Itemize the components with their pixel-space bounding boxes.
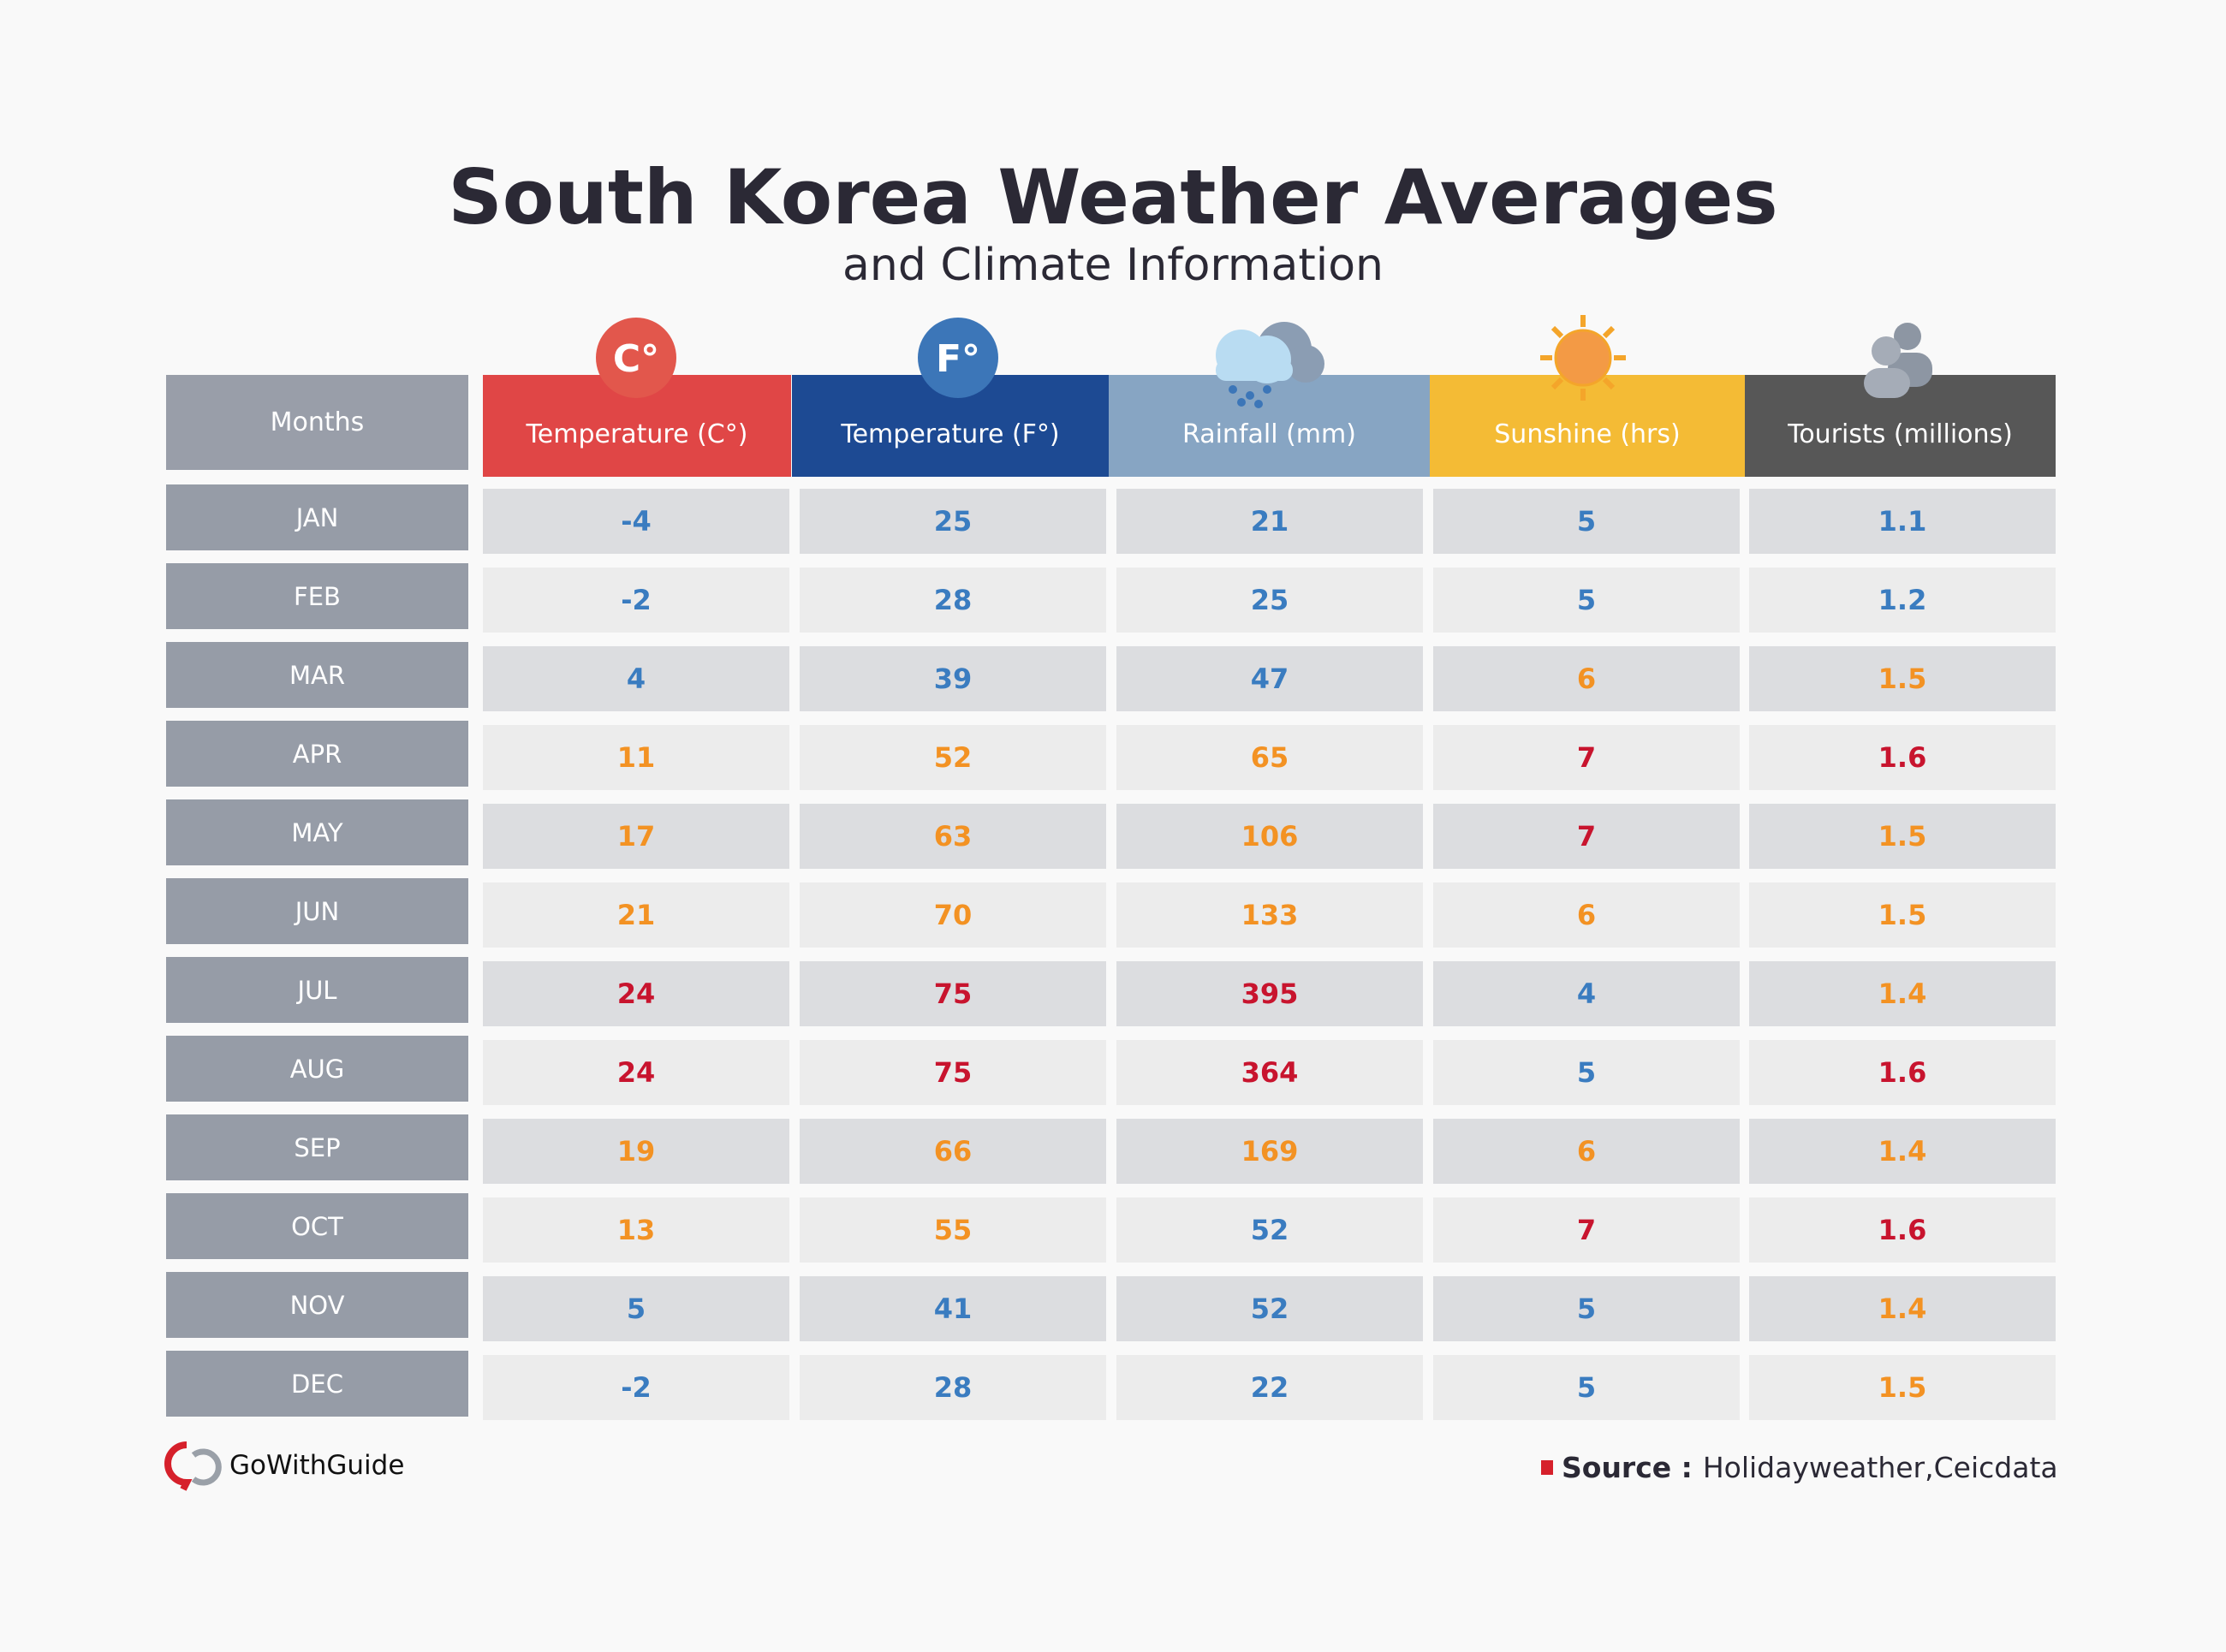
value-cell: 5	[1433, 568, 1740, 633]
value-cell: 1.4	[1749, 1276, 2056, 1341]
value-cell: 5	[1433, 489, 1740, 554]
month-cell: APR	[166, 721, 468, 787]
value-cell: 7	[1433, 1197, 1740, 1263]
value-cell: 1.4	[1749, 1119, 2056, 1184]
value-cell: 28	[800, 1355, 1106, 1420]
source: Holidayweather,Ceicdata	[1702, 1450, 2058, 1484]
month-cell: JUL	[166, 957, 468, 1023]
value-cell: 19	[483, 1119, 789, 1184]
source-label: Source :	[1562, 1450, 1693, 1484]
value-cell: 55	[800, 1197, 1106, 1263]
value-cell: -4	[483, 489, 789, 554]
value-cell: 1.5	[1749, 804, 2056, 869]
value-cell: 1.5	[1749, 882, 2056, 948]
month-cell: MAY	[166, 799, 468, 865]
value-cell: 24	[483, 961, 789, 1026]
value-cell: 39	[800, 646, 1106, 711]
value-cell: 24	[483, 1040, 789, 1105]
source-marker	[1541, 1460, 1553, 1475]
month-cell: SEP	[166, 1114, 468, 1180]
value-cell: 106	[1116, 804, 1423, 869]
value-cell: 75	[800, 1040, 1106, 1105]
value-cell: 65	[1116, 725, 1423, 790]
column-header: Rainfall (mm)	[1109, 375, 1430, 477]
title: South Korea Weather Averages	[448, 152, 1778, 241]
value-cell: 364	[1116, 1040, 1423, 1105]
value-cell: 1.6	[1749, 1040, 2056, 1105]
value-cell: 1.6	[1749, 1197, 2056, 1263]
value-cell: 13	[483, 1197, 789, 1263]
month-cell: FEB	[166, 563, 468, 629]
value-cell: 5	[483, 1276, 789, 1341]
value-cell: 7	[1433, 804, 1740, 869]
value-cell: 6	[1433, 646, 1740, 711]
value-cell: 395	[1116, 961, 1423, 1026]
column-header: Temperature (F°)	[792, 375, 1109, 477]
column-header: Temperature (C°)	[483, 375, 791, 477]
value-cell: 7	[1433, 725, 1740, 790]
subtitle: and Climate Information	[842, 240, 1384, 291]
value-cell: 47	[1116, 646, 1423, 711]
value-cell: 6	[1433, 882, 1740, 948]
month-cell: AUG	[166, 1036, 468, 1102]
value-cell: 41	[800, 1276, 1106, 1341]
value-cell: 52	[1116, 1276, 1423, 1341]
value-cell: 21	[1116, 489, 1423, 554]
value-cell: 66	[800, 1119, 1106, 1184]
brand: GoWithGuide	[229, 1450, 405, 1481]
value-cell: 1.4	[1749, 961, 2056, 1026]
value-cell: 17	[483, 804, 789, 869]
month-cell: MAR	[166, 642, 468, 708]
value-cell: 5	[1433, 1355, 1740, 1420]
value-cell: 52	[800, 725, 1106, 790]
value-cell: 169	[1116, 1119, 1423, 1184]
value-cell: 133	[1116, 882, 1423, 948]
value-cell: 52	[1116, 1197, 1423, 1263]
column-header: Tourists (millions)	[1745, 375, 2056, 477]
source-line: Source : Holidayweather,Ceicdata	[1562, 1448, 2058, 1486]
month-cell: DEC	[166, 1351, 468, 1417]
value-cell: 1.5	[1749, 646, 2056, 711]
value-cell: 28	[800, 568, 1106, 633]
month-cell: OCT	[166, 1193, 468, 1259]
value-cell: 6	[1433, 1119, 1740, 1184]
value-cell: 22	[1116, 1355, 1423, 1420]
value-cell: 75	[800, 961, 1106, 1026]
value-cell: 1.2	[1749, 568, 2056, 633]
value-cell: -2	[483, 568, 789, 633]
value-cell: 25	[800, 489, 1106, 554]
value-cell: 4	[483, 646, 789, 711]
value-cell: 21	[483, 882, 789, 948]
value-cell: 1.1	[1749, 489, 2056, 554]
value-cell: 5	[1433, 1276, 1740, 1341]
value-cell: 25	[1116, 568, 1423, 633]
month-cell: JAN	[166, 484, 468, 550]
value-cell: 4	[1433, 961, 1740, 1026]
month-cell: NOV	[166, 1272, 468, 1338]
months-header: Months	[166, 375, 468, 470]
value-cell: 11	[483, 725, 789, 790]
value-cell: 1.5	[1749, 1355, 2056, 1420]
brand-logo	[164, 1441, 222, 1491]
value-cell: -2	[483, 1355, 789, 1420]
value-cell: 1.6	[1749, 725, 2056, 790]
value-cell: 70	[800, 882, 1106, 948]
column-header: Sunshine (hrs)	[1430, 375, 1745, 477]
value-cell: 63	[800, 804, 1106, 869]
value-cell: 5	[1433, 1040, 1740, 1105]
month-cell: JUN	[166, 878, 468, 944]
